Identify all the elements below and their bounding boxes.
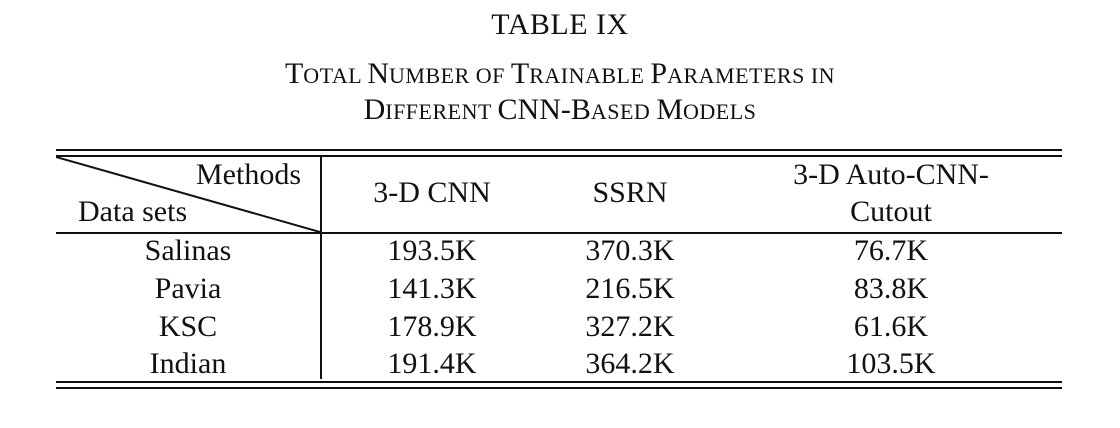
caption-word: PARAMETERS IN <box>650 57 836 90</box>
column-header-3d-cnn: 3-D CNN <box>373 176 491 209</box>
table-cell: 370.3K <box>585 234 675 267</box>
row-label: KSC <box>158 310 218 343</box>
caption-word: DIFFERENT <box>363 93 498 126</box>
row-label: Pavia <box>154 272 222 305</box>
table-caption-line-2: DIFFERENT CNN-BASED MODELS <box>0 92 1120 130</box>
table-cell: 141.3K <box>387 272 477 305</box>
table-cell: 193.5K <box>387 234 477 267</box>
table-cell: 103.5K <box>846 347 936 380</box>
caption-word: NUMBER OF <box>367 57 511 90</box>
caption-word: CNN-BASED <box>497 93 657 126</box>
table-cell: 178.9K <box>387 310 477 343</box>
table-caption-line-1: TOTAL NUMBER OF TRAINABLE PARAMETERS IN <box>0 56 1120 94</box>
table-cell: 216.5K <box>585 272 675 305</box>
table-cell: 83.8K <box>853 272 929 305</box>
bottom-rule <box>56 381 1062 383</box>
caption-word: TRAINABLE <box>510 57 651 90</box>
table-label: TABLE IX <box>491 8 629 41</box>
column-header-ssrn: SSRN <box>592 176 668 209</box>
column-header-auto-cnn-line-1: 3-D Auto-CNN- <box>793 158 989 191</box>
table-cell: 76.7K <box>853 234 929 267</box>
corner-diagonal-line <box>56 157 320 232</box>
caption-word: TOTAL <box>284 57 368 90</box>
corner-header-methods: Methods <box>196 158 301 191</box>
corner-header-datasets: Data sets <box>78 195 188 228</box>
top-rule <box>56 149 1062 151</box>
top-rule <box>56 155 1062 157</box>
row-label: Indian <box>149 347 227 380</box>
parameters-table: Methods Data sets 3-D CNN SSRN 3-D Auto-… <box>56 147 1062 390</box>
caption-word: MODELS <box>656 93 757 126</box>
table-cell: 191.4K <box>387 347 477 380</box>
column-header-auto-cnn-line-2: Cutout <box>850 195 932 228</box>
bottom-rule <box>56 387 1062 389</box>
column-divider <box>320 157 322 379</box>
corner-header-cell <box>56 157 320 232</box>
table-cell: 364.2K <box>585 347 675 380</box>
table-cell: 327.2K <box>585 310 675 343</box>
table-cell: 61.6K <box>853 310 929 343</box>
header-rule <box>56 232 1062 234</box>
row-label: Salinas <box>144 234 232 267</box>
